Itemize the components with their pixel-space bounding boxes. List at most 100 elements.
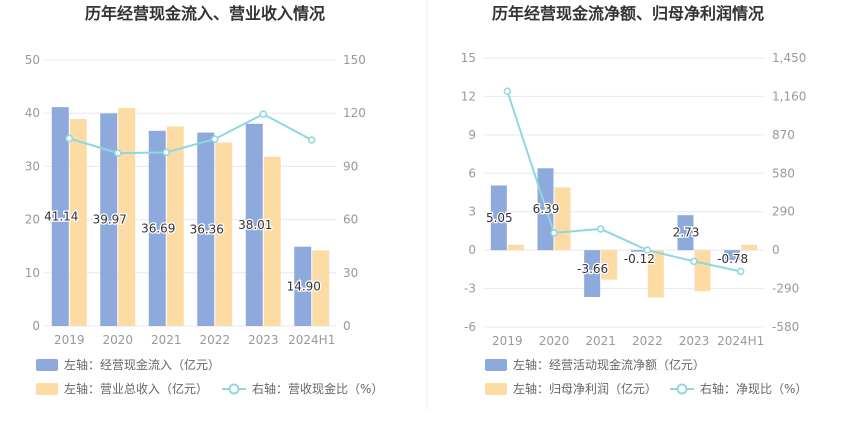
right-axis-tick-label: 0 [343,319,351,333]
ratio-line-path [506,90,741,273]
ratio-point-2021 [162,148,170,157]
legend-swatch-net-cash-flow [485,359,507,371]
right-axis-tick-label: 870 [772,128,795,142]
left-axis-tick-label: 6 [468,166,476,180]
left-axis-tick-label: 20 [25,213,40,227]
bar-secondary-2022 [647,250,664,298]
right-chart-x-axis-ticks: 2019 2020 2021 2022 2023 2024H1 [492,334,764,348]
data-label-2020: 39.97 [93,213,127,227]
bar-primary-2022 [197,132,215,326]
bar-secondary-2019 [69,119,87,326]
legend-marker-ratio-icon [228,383,240,395]
ratio-point-2024h1 [736,267,745,276]
ratio-point-2021 [596,225,605,233]
x-tick-label-2024h1: 2024H1 [288,333,335,347]
right-axis-tick-label: 0 [772,243,780,257]
ratio-point-2019 [503,87,512,95]
right-axis-tick-label: 120 [343,106,366,120]
right-axis-tick-label: 1,450 [772,51,806,65]
x-tick-label-2019: 2019 [54,333,85,347]
x-tick-label-2021: 2021 [585,334,616,348]
bar-secondary-2020 [118,107,136,326]
bar-primary-2024h1 [724,250,741,261]
ratio-point-2022 [211,135,219,143]
left-chart-left-axis-ticks: 0 10 20 30 40 50 [25,53,40,333]
data-label-2023: 2.73 [673,226,700,240]
right-axis-tick-label: 30 [343,266,358,280]
data-label-2022: 36.36 [190,222,224,236]
right-axis-tick-label: -580 [772,320,799,334]
left-axis-tick-label: 12 [461,89,476,103]
right-chart-bars [490,168,758,298]
right-axis-tick-label: -290 [772,282,799,296]
x-tick-label-2020: 2020 [539,334,570,348]
data-label-2021: -3.66 [577,262,608,276]
bar-secondary-2024h1 [741,244,758,251]
legend-marker-net-ratio-icon [676,383,688,395]
left-chart-data-labels: 41.14 39.97 36.69 36.36 38.01 14.90 [43,208,322,294]
legend-swatch-cash-inflow [36,359,58,371]
legend-label-net-ratio: 右轴：净现比（%） [700,381,807,396]
data-label-2023: 38.01 [238,218,272,232]
right-chart-data-labels: 5.05 6.39 -3.66 -0.12 2.73 -0.78 [485,201,750,277]
x-tick-label-2022: 2022 [199,333,230,347]
left-chart: 历年经营现金流入、营业收入情况 0 10 20 30 40 50 0 30 60 90 120 15… [25,4,384,396]
legend-label-revenue: 左轴：营业总收入（亿元） [64,381,208,396]
bar-primary-2024h1 [294,246,312,326]
right-chart-gridlines [484,57,764,328]
ratio-point-2019 [65,134,73,143]
right-chart-legend: 左轴：经营活动现金流净额（亿元） 左轴：归母净利润（亿元） 右轴：净现比（%） [485,357,807,396]
data-label-2019: 41.14 [44,210,78,224]
x-tick-label-2023: 2023 [679,334,710,348]
bar-secondary-2023 [694,250,711,292]
left-chart-right-axis-ticks: 0 30 60 90 120 150 [343,53,366,333]
left-axis-tick-label: 40 [25,106,40,120]
left-chart-x-axis-ticks: 2019 2020 2021 2022 2023 2024H1 [54,333,335,347]
ratio-line-path [68,112,313,155]
left-chart-ratio-line [65,110,316,157]
x-tick-label-2023: 2023 [248,333,279,347]
bar-secondary-2020 [554,187,571,251]
right-axis-tick-label: 290 [772,205,795,219]
right-chart: 历年经营现金流净额、归母净利润情况 -6 -3 0 3 6 9 12 15 -580 -290 0… [461,4,808,396]
x-tick-label-2020: 2020 [102,333,133,347]
ratio-point-2023 [690,257,698,266]
bar-primary-2023 [677,215,694,251]
x-tick-label-2024h1: 2024H1 [717,334,764,348]
legend-label-net-cash-flow: 左轴：经营活动现金流净额（亿元） [513,357,705,372]
bar-primary-2020 [100,113,118,327]
right-chart-right-axis-ticks: -580 -290 0 290 580 870 1,160 1,450 [772,51,806,334]
legend-label-ratio: 右轴：营收现金比（%） [252,381,383,396]
left-axis-tick-label: 3 [468,205,476,219]
bar-primary-2023 [245,123,263,326]
left-chart-gridlines [45,59,336,327]
bar-secondary-2023 [263,156,281,326]
data-label-2021: 36.69 [141,221,175,235]
right-axis-tick-label: 60 [343,213,358,227]
right-axis-tick-label: 1,160 [772,89,806,103]
bar-secondary-2019 [507,244,524,251]
ratio-point-2023 [259,110,267,118]
left-axis-tick-label: 0 [32,319,40,333]
left-chart-legend: 左轴：经营现金流入（亿元） 左轴：营业总收入（亿元） 右轴：营收现金比（%） [36,357,383,396]
x-tick-label-2022: 2022 [632,334,663,348]
x-tick-label-2021: 2021 [151,333,182,347]
right-axis-tick-label: 150 [343,53,366,67]
data-label-2024h1: -0.78 [717,252,748,266]
bar-secondary-2021 [166,126,184,326]
ratio-point-2020 [550,229,558,237]
legend-swatch-revenue [36,383,58,395]
right-axis-tick-label: 90 [343,159,358,173]
legend-label-cash-inflow: 左轴：经营现金流入（亿元） [64,357,220,372]
data-label-2019: 5.05 [486,211,513,225]
bar-secondary-2024h1 [312,250,330,326]
right-axis-tick-label: 580 [772,166,795,180]
legend-swatch-net-profit [485,383,507,395]
bar-primary-2021 [584,250,601,298]
ratio-point-2020 [114,149,122,157]
data-label-2024h1: 14.90 [287,279,321,293]
bar-secondary-2021 [601,250,618,280]
bar-primary-2022 [630,250,647,252]
